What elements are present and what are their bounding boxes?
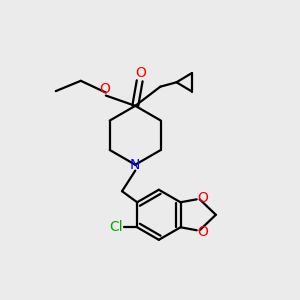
Text: O: O	[99, 82, 110, 96]
Text: O: O	[197, 191, 208, 205]
Text: O: O	[136, 66, 147, 80]
Text: Cl: Cl	[109, 220, 122, 234]
Text: O: O	[197, 225, 208, 239]
Text: N: N	[130, 158, 140, 172]
